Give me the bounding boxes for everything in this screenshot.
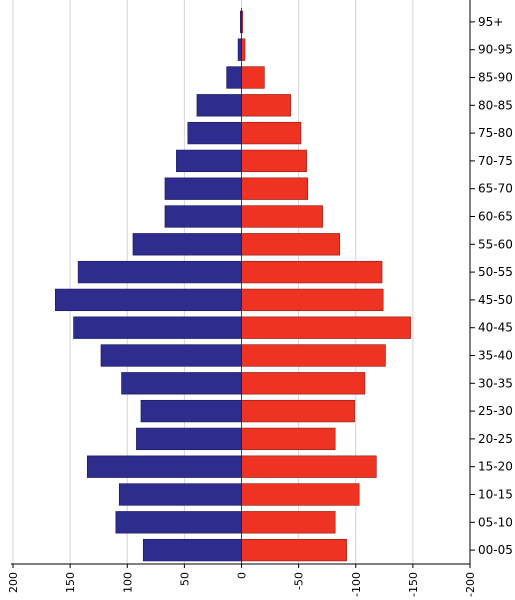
x-axis-tick-labels: 200 150 100 50 0 -50 -100 -150 -200 <box>7 564 477 597</box>
bar-left-90-95 <box>237 38 242 61</box>
bar-right-10-15 <box>241 483 360 506</box>
x-tick-label: -100 <box>350 572 363 597</box>
age-label-40-45: 40-45 <box>478 321 513 335</box>
bar-left-70-75 <box>176 149 242 173</box>
x-tick-label: -50 <box>293 572 306 590</box>
bar-left-25-30 <box>140 399 242 423</box>
bar-left-40-45 <box>73 316 242 339</box>
bar-right-90-95 <box>241 38 246 61</box>
bar-right-65-70 <box>241 177 309 200</box>
bar-left-65-70 <box>164 177 242 200</box>
age-label-35-40: 35-40 <box>478 349 513 363</box>
age-label-15-20: 15-20 <box>478 460 513 474</box>
x-tick-label: 50 <box>178 572 191 586</box>
age-label-25-30: 25-30 <box>478 404 513 418</box>
age-label-95+: 95+ <box>478 15 503 29</box>
age-label-60-65: 60-65 <box>478 210 513 224</box>
age-label-85-90: 85-90 <box>478 71 513 85</box>
bar-left-00-05 <box>142 538 242 562</box>
bar-right-25-30 <box>241 399 355 423</box>
age-label-75-80: 75-80 <box>478 126 513 140</box>
bars <box>54 8 411 564</box>
age-label-65-70: 65-70 <box>478 182 513 196</box>
x-tick-label: -200 <box>464 572 477 597</box>
bar-left-45-50 <box>54 288 242 312</box>
age-label-55-60: 55-60 <box>478 237 513 251</box>
age-label-70-75: 70-75 <box>478 154 513 168</box>
age-label-90-95: 90-95 <box>478 43 513 57</box>
age-label-10-15: 10-15 <box>478 488 513 502</box>
x-tick-label: -150 <box>407 572 420 597</box>
age-label-30-35: 30-35 <box>478 376 513 390</box>
bar-right-05-10 <box>241 511 336 534</box>
bar-left-05-10 <box>115 511 242 534</box>
x-tick-label: 150 <box>64 572 77 593</box>
bar-right-60-65 <box>241 205 323 228</box>
bar-right-15-20 <box>241 455 377 478</box>
x-tick-label: 200 <box>7 572 20 593</box>
bar-right-55-60 <box>241 233 341 256</box>
age-label-00-05: 00-05 <box>478 543 513 557</box>
age-label-50-55: 50-55 <box>478 265 513 279</box>
bar-left-20-25 <box>136 427 242 451</box>
bar-left-30-35 <box>121 372 242 395</box>
bar-left-80-85 <box>196 94 242 117</box>
age-label-45-50: 45-50 <box>478 293 513 307</box>
bar-right-30-35 <box>241 372 366 395</box>
bar-right-50-55 <box>241 260 383 284</box>
bar-left-10-15 <box>118 483 242 506</box>
x-tick-label: 0 <box>236 572 249 579</box>
bar-left-15-20 <box>86 455 242 478</box>
bar-right-70-75 <box>241 149 307 173</box>
x-tick-label: 100 <box>121 572 134 593</box>
bar-left-60-65 <box>164 205 242 228</box>
bar-left-55-60 <box>132 233 242 256</box>
bar-right-75-80 <box>241 121 302 145</box>
bar-right-85-90 <box>241 66 265 89</box>
bar-right-45-50 <box>241 288 384 312</box>
bar-left-35-40 <box>100 344 242 367</box>
bar-left-50-55 <box>77 260 242 284</box>
bar-right-20-25 <box>241 427 336 451</box>
age-label-80-85: 80-85 <box>478 98 513 112</box>
bar-right-00-05 <box>241 538 347 562</box>
bar-right-40-45 <box>241 316 411 339</box>
bar-right-80-85 <box>241 94 291 117</box>
bar-left-85-90 <box>226 66 242 89</box>
age-label-20-25: 20-25 <box>478 432 513 446</box>
bar-left-75-80 <box>187 121 242 145</box>
age-label-05-10: 05-10 <box>478 515 513 529</box>
bar-right-35-40 <box>241 344 386 367</box>
age-group-labels: 95+ 90-95 85-90 80-85 75-80 70-75 65-70 60-65 55… <box>470 15 513 557</box>
